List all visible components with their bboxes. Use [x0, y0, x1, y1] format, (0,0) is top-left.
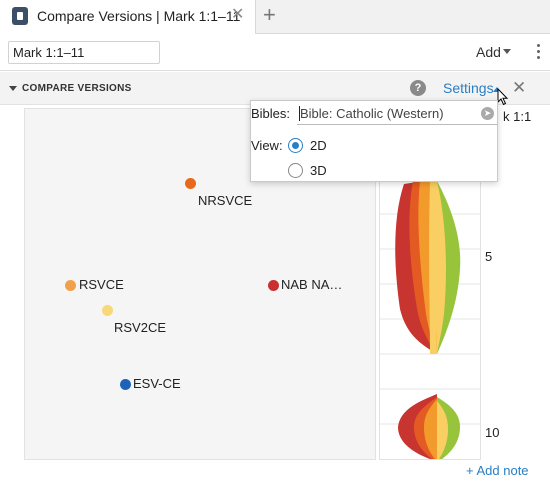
bibles-input-value: Bible: Catholic (Western)	[300, 106, 444, 121]
point-label-rsv2ce: RSV2CE	[114, 320, 167, 335]
settings-popover: Bibles: Bible: Catholic (Western) ➤ View…	[250, 100, 498, 182]
radio-3d-label[interactable]: 3D	[310, 163, 327, 178]
reference-label: k 1:1	[503, 109, 532, 124]
stream-band-rsvce-lower	[424, 399, 437, 459]
go-arrow-icon[interactable]: ➤	[481, 107, 494, 120]
collapse-caret-icon[interactable]	[9, 86, 17, 91]
bibles-label: Bibles:	[251, 106, 291, 121]
compare-versions-icon	[12, 7, 28, 25]
verse-label-5: 5	[485, 249, 493, 264]
point-nrsvce[interactable]	[185, 178, 196, 189]
section-title[interactable]: COMPARE VERSIONS	[22, 83, 132, 94]
stream-graph-svg	[380, 143, 480, 459]
help-icon[interactable]: ?	[410, 80, 426, 96]
settings-button[interactable]: Settings	[443, 80, 494, 96]
section-header: COMPARE VERSIONS ? Settings ✕	[0, 72, 550, 105]
chevron-up-icon[interactable]	[493, 87, 501, 92]
point-rsv2ce[interactable]	[102, 305, 113, 316]
verse-label-10: 10	[485, 425, 500, 440]
reference-input[interactable]	[8, 41, 160, 64]
point-label-nab: NAB NA…	[281, 277, 343, 292]
stream-band-rsv2ce-lower	[437, 401, 448, 459]
tab-close-icon[interactable]: ✕	[231, 6, 245, 23]
radio-3d[interactable]	[288, 163, 303, 178]
bibles-input[interactable]: Bible: Catholic (Western)	[297, 103, 497, 125]
mouse-cursor-icon	[497, 88, 509, 106]
tab-bar: Compare Versions | Mark 1:1–11 ✕ +	[0, 0, 550, 34]
toolbar: Add	[0, 34, 550, 71]
new-tab-button[interactable]: +	[263, 2, 276, 27]
add-button[interactable]: Add	[476, 44, 501, 60]
point-label-rsvce: RSVCE	[79, 277, 124, 292]
point-esv-ce[interactable]	[120, 379, 131, 390]
tab-title: Compare Versions | Mark 1:1–11	[37, 8, 241, 24]
radio-2d[interactable]	[288, 138, 303, 153]
tab-compare-versions[interactable]: Compare Versions | Mark 1:1–11 ✕	[0, 0, 256, 34]
text-cursor	[299, 106, 300, 121]
add-note-link[interactable]: + Add note	[466, 463, 529, 478]
close-icon[interactable]: ✕	[512, 78, 527, 97]
point-label-esv-ce: ESV-CE	[133, 376, 181, 391]
point-rsvce[interactable]	[65, 280, 76, 291]
stream-band-rsv2ce-inner	[437, 181, 446, 354]
point-label-nrsvce: NRSVCE	[198, 193, 253, 208]
chevron-down-icon[interactable]	[503, 49, 511, 54]
more-options-icon[interactable]	[537, 44, 541, 62]
radio-2d-label[interactable]: 2D	[310, 138, 327, 153]
view-label: View:	[251, 138, 283, 153]
point-nab[interactable]	[268, 280, 279, 291]
